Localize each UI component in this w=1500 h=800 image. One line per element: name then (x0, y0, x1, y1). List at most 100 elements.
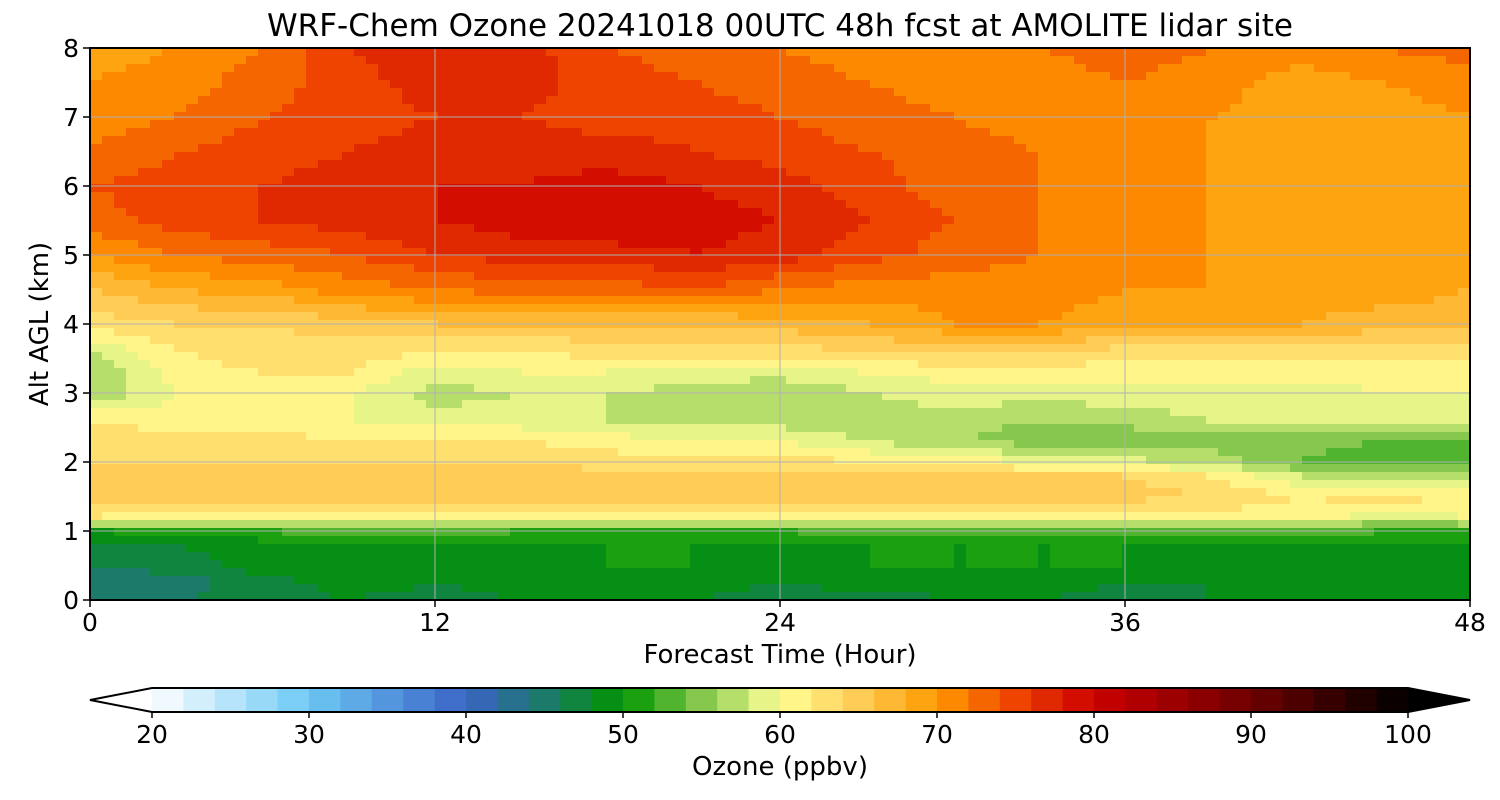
heatmap-cell (1074, 112, 1087, 121)
heatmap-cell (438, 192, 451, 201)
heatmap-cell (714, 160, 727, 169)
heatmap-cell (522, 280, 535, 289)
heatmap-cell (1038, 144, 1051, 153)
heatmap-cell (258, 328, 271, 337)
heatmap-cell (1050, 216, 1063, 225)
heatmap-cell (198, 104, 211, 113)
heatmap-cell (1098, 152, 1111, 161)
heatmap-cell (1422, 384, 1435, 393)
heatmap-cell (162, 248, 175, 257)
heatmap-cell (462, 208, 475, 217)
heatmap-cell (1398, 344, 1411, 353)
heatmap-cell (150, 384, 163, 393)
heatmap-cell (606, 176, 619, 185)
heatmap-cell (306, 112, 319, 121)
heatmap-cell (642, 104, 655, 113)
heatmap-cell (402, 48, 415, 57)
heatmap-cell (1086, 216, 1099, 225)
heatmap-cell (1158, 56, 1171, 65)
heatmap-cell (402, 344, 415, 353)
heatmap-cell (1014, 144, 1027, 153)
heatmap-cell (198, 64, 211, 73)
heatmap-cell (474, 136, 487, 145)
heatmap-cell (1182, 368, 1195, 377)
heatmap-cell (1422, 240, 1435, 249)
heatmap-cell (1038, 384, 1051, 393)
heatmap-cell (1014, 176, 1027, 185)
heatmap-cell (198, 312, 211, 321)
heatmap-cell (798, 56, 811, 65)
heatmap-cell (690, 200, 703, 209)
heatmap-cell (534, 152, 547, 161)
heatmap-cell (1422, 128, 1435, 137)
heatmap-cell (522, 160, 535, 169)
heatmap-cell (990, 232, 1003, 241)
heatmap-cell (1398, 96, 1411, 105)
heatmap-cell (390, 72, 403, 81)
heatmap-cell (846, 104, 859, 113)
heatmap-cell (1242, 312, 1255, 321)
heatmap-cell (1026, 280, 1039, 289)
heatmap-cell (1410, 120, 1423, 129)
heatmap-cell (630, 200, 643, 209)
heatmap-cell (1254, 216, 1267, 225)
heatmap-cell (210, 328, 223, 337)
heatmap-cell (882, 360, 895, 369)
heatmap-cell (834, 112, 847, 121)
heatmap-cell (150, 144, 163, 153)
heatmap-cell (222, 344, 235, 353)
heatmap-cell (438, 56, 451, 65)
heatmap-cell (822, 296, 835, 305)
heatmap-cell (1002, 248, 1015, 257)
heatmap-cell (702, 192, 715, 201)
heatmap-cell (666, 208, 679, 217)
heatmap-cell (906, 304, 919, 313)
heatmap-cell (1422, 248, 1435, 257)
heatmap-cell (1398, 376, 1411, 385)
heatmap-cell (606, 80, 619, 89)
heatmap-cell (522, 104, 535, 113)
heatmap-cell (1254, 312, 1267, 321)
heatmap-cell (150, 248, 163, 257)
heatmap-cell (102, 72, 115, 81)
heatmap-cell (690, 384, 703, 393)
heatmap-cell (642, 208, 655, 217)
heatmap-cell (138, 352, 151, 361)
heatmap-cell (1050, 272, 1063, 281)
heatmap-cell (666, 80, 679, 89)
heatmap-cell (150, 136, 163, 145)
heatmap-cell (726, 240, 739, 249)
heatmap-cell (966, 232, 979, 241)
heatmap-cell (846, 224, 859, 233)
heatmap-cell (1254, 232, 1267, 241)
heatmap-cell (714, 216, 727, 225)
heatmap-cell (498, 120, 511, 129)
heatmap-cell (834, 344, 847, 353)
heatmap-cell (1218, 192, 1231, 201)
heatmap-cell (750, 96, 763, 105)
heatmap-cell (138, 248, 151, 257)
heatmap-cell (330, 288, 343, 297)
heatmap-cell (1110, 344, 1123, 353)
heatmap-cell (1158, 152, 1171, 161)
heatmap-cell (1110, 272, 1123, 281)
heatmap-cell (318, 72, 331, 81)
heatmap-cell (174, 376, 187, 385)
heatmap-cell (234, 392, 247, 401)
heatmap-cell (330, 224, 343, 233)
heatmap-cell (894, 216, 907, 225)
heatmap-cell (102, 368, 115, 377)
heatmap-cell (1098, 64, 1111, 73)
heatmap-cell (642, 136, 655, 145)
heatmap-cell (942, 288, 955, 297)
heatmap-cell (654, 128, 667, 137)
heatmap-cell (1302, 208, 1315, 217)
heatmap-cell (150, 304, 163, 313)
heatmap-cell (354, 176, 367, 185)
heatmap-cell (246, 152, 259, 161)
heatmap-cell (462, 160, 475, 169)
heatmap-cell (534, 80, 547, 89)
heatmap-cell (306, 256, 319, 265)
heatmap-cell (222, 88, 235, 97)
heatmap-cell (1122, 360, 1135, 369)
